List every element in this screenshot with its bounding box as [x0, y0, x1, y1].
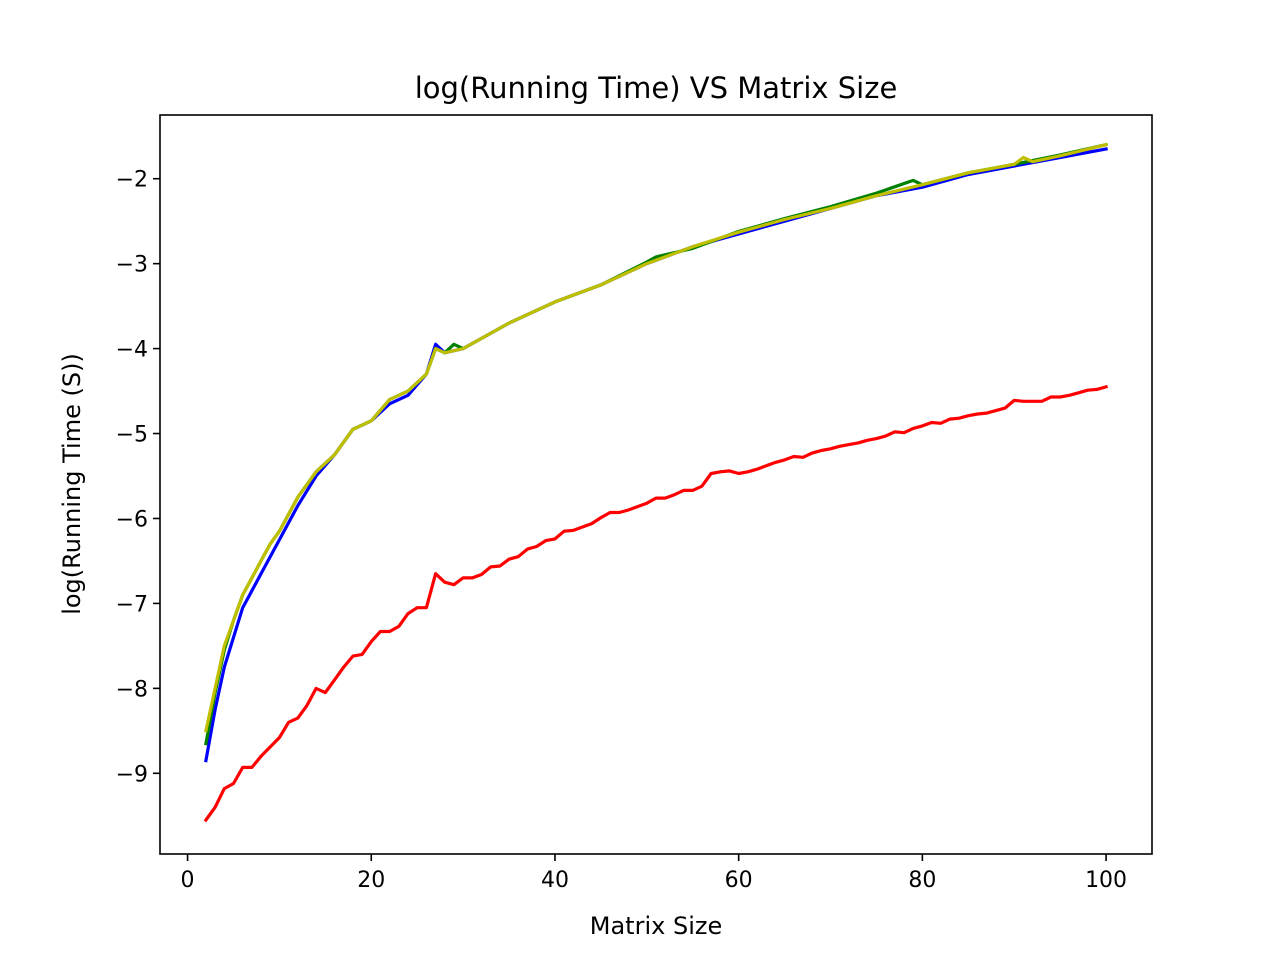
y-axis-label: log(Running Time (S)) — [58, 353, 86, 615]
y-tick-label: −7 — [116, 592, 148, 617]
series-line-3 — [203, 142, 1109, 733]
y-tick-label: −2 — [116, 168, 148, 193]
x-tick-label: 80 — [908, 868, 936, 893]
x-tick-label: 100 — [1085, 868, 1127, 893]
series-line-4 — [203, 384, 1109, 823]
x-axis: 0 20 40 60 80 100 — [181, 854, 1127, 893]
y-tick-label: −6 — [116, 507, 148, 532]
y-tick-label: −5 — [116, 423, 148, 448]
y-tick-label: −3 — [116, 253, 148, 278]
x-tick-label: 60 — [725, 868, 753, 893]
plot-frame — [159, 114, 1153, 855]
x-tick-label: 0 — [181, 868, 195, 893]
y-axis: −9 −8 −7 −6 −5 −4 −3 −2 — [116, 168, 160, 787]
y-tick-label: −9 — [116, 762, 148, 787]
y-tick-label: −4 — [116, 338, 148, 363]
y-tick-label: −8 — [116, 677, 148, 702]
series-layer — [203, 142, 1109, 823]
chart-title: log(Running Time) VS Matrix Size — [415, 71, 898, 105]
x-tick-label: 40 — [541, 868, 569, 893]
x-tick-label: 20 — [357, 868, 385, 893]
x-axis-label: Matrix Size — [590, 912, 722, 940]
